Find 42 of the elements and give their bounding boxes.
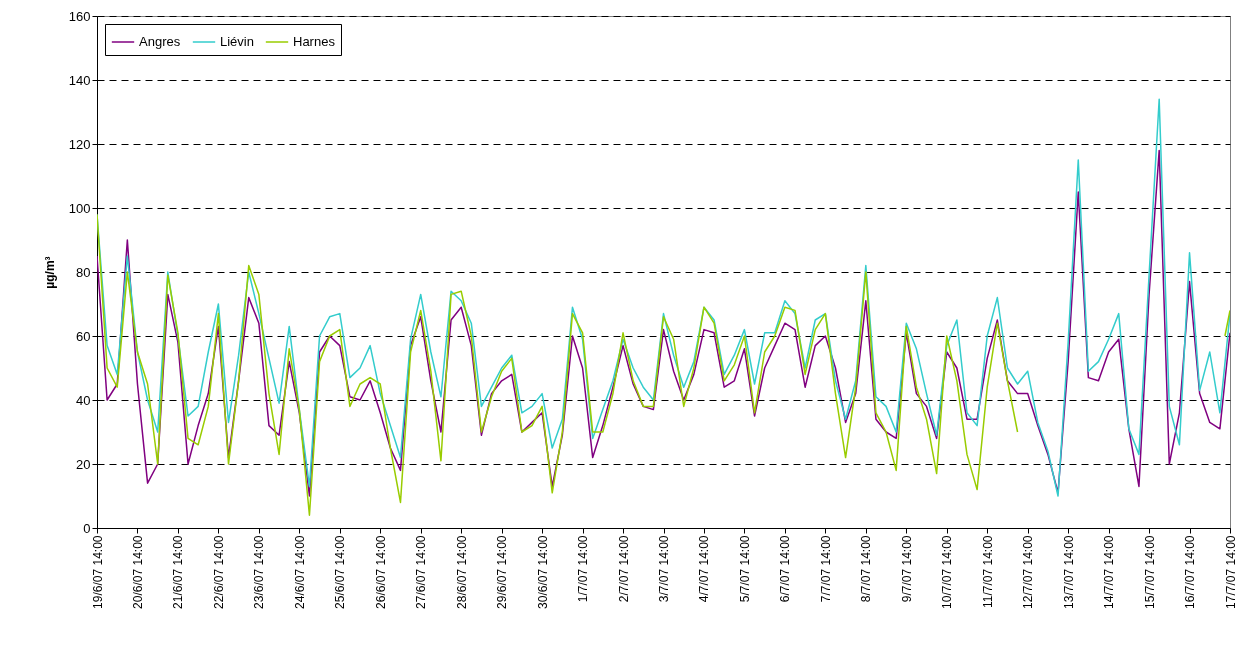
x-tick-label: 5/7/07 14:00	[737, 535, 752, 603]
x-tick-label: 7/7/07 14:00	[818, 535, 833, 603]
y-tick-label: 120	[68, 136, 91, 152]
y-tick-label: 100	[68, 200, 91, 216]
x-tick-label: 9/7/07 14:00	[899, 535, 914, 603]
x-tick-label: 3/7/07 14:00	[657, 535, 671, 603]
x-tick-label: 27/6/07 14:00	[414, 535, 429, 609]
y-tick-label: 60	[76, 328, 91, 344]
x-tick-label: 16/7/07 14:00	[1183, 535, 1198, 609]
x-tick-label: 25/6/07 14:00	[333, 535, 348, 609]
legend-label: Harnes	[293, 34, 336, 49]
x-tick-label: 26/6/07 14:00	[373, 535, 388, 609]
legend-label: Liévin	[220, 34, 254, 49]
x-tick-label: 2/7/07 14:00	[616, 535, 631, 603]
x-tick-label: 29/6/07 14:00	[495, 535, 510, 609]
x-tick-label: 11/7/07 14:00	[980, 535, 995, 609]
x-tick-label: 22/6/07 14:00	[211, 535, 226, 609]
y-tick-label: 140	[68, 72, 91, 88]
y-tick-label: 20	[76, 456, 91, 472]
x-tick-label: 14/7/07 14:00	[1102, 535, 1117, 609]
x-tick-label: 10/7/07 14:00	[940, 535, 955, 609]
x-tick-label: 6/7/07 14:00	[778, 535, 793, 603]
y-tick-label: 0	[83, 520, 91, 536]
x-tick-label: 4/7/07 14:00	[697, 535, 712, 603]
x-tick-label: 17/7/07 14:00	[1223, 535, 1238, 609]
x-tick-label: 23/6/07 14:00	[252, 535, 267, 609]
x-tick-label: 28/6/07 14:00	[454, 535, 469, 609]
x-tick-label: 24/6/07 14:00	[292, 535, 307, 609]
x-tick-label: 15/7/07 14:00	[1142, 535, 1157, 609]
x-tick-label: 13/7/07 14:00	[1061, 535, 1076, 609]
y-tick-label: 80	[76, 264, 91, 280]
x-tick-label: 8/7/07 14:00	[859, 535, 874, 603]
x-tick-label: 20/6/07 14:00	[130, 535, 145, 609]
x-tick-label: 1/7/07 14:00	[576, 535, 591, 603]
y-tick-label: 160	[68, 8, 91, 24]
x-tick-label: 12/7/07 14:00	[1021, 535, 1036, 609]
y-axis-title: µg/m³	[42, 256, 57, 289]
x-tick-label: 19/6/07 14:00	[90, 535, 105, 609]
x-tick-label: 21/6/07 14:00	[171, 535, 186, 609]
y-tick-label: 40	[76, 392, 91, 408]
legend-label: Angres	[139, 34, 181, 49]
x-tick-label: 30/6/07 14:00	[535, 535, 550, 609]
